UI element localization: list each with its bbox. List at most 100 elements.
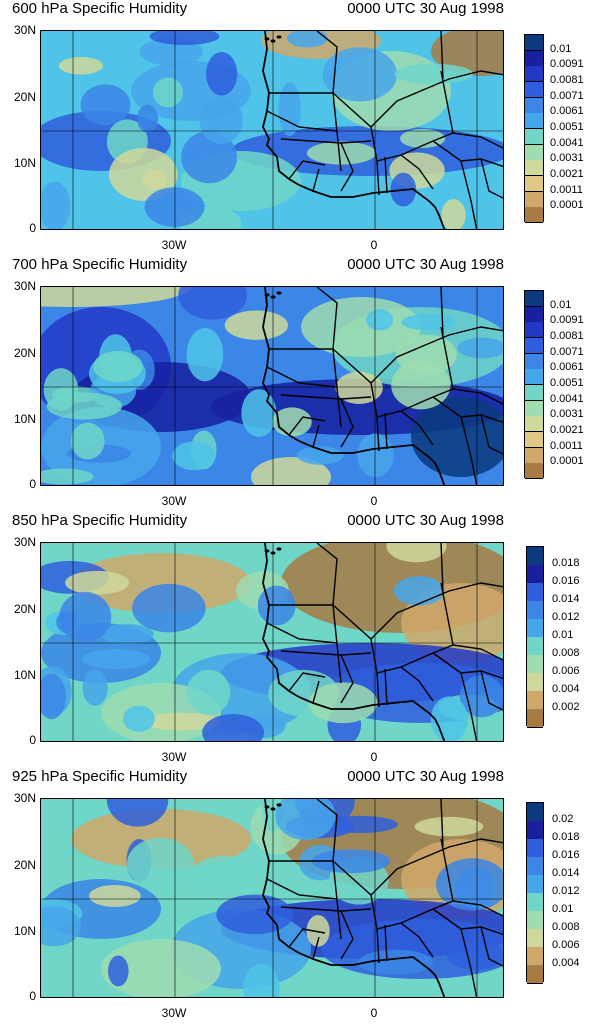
country-border bbox=[440, 31, 444, 80]
country-border bbox=[332, 326, 503, 384]
country-border bbox=[432, 908, 503, 936]
country-border bbox=[332, 92, 342, 172]
colorbar-swatch bbox=[525, 160, 543, 177]
y-tick-label: 30N bbox=[13, 791, 36, 805]
panel-title: 850 hPa Specific Humidity bbox=[12, 512, 188, 529]
country-border bbox=[384, 412, 388, 450]
coastline bbox=[262, 31, 446, 229]
colorbar-swatch bbox=[527, 619, 543, 638]
map-panel: 600 hPa Specific Humidity 0000 UTC 30 Aug… bbox=[0, 0, 600, 260]
y-tick-label: 20N bbox=[13, 89, 36, 104]
colorbar-label: 0.0001 bbox=[550, 455, 584, 468]
country-border bbox=[480, 670, 503, 711]
colorbar-swatch bbox=[527, 857, 543, 876]
colorbar-label: 0.0011 bbox=[550, 183, 583, 196]
colorbar-label: 0.02 bbox=[552, 813, 574, 825]
country-border bbox=[460, 928, 478, 997]
humidity-map bbox=[40, 542, 504, 742]
country-border bbox=[269, 31, 338, 94]
humidity-map bbox=[40, 798, 504, 998]
country-border bbox=[312, 936, 320, 960]
colorbar-swatch bbox=[527, 583, 543, 602]
colorbar-swatch bbox=[525, 207, 543, 224]
colorbar-swatch bbox=[525, 338, 543, 355]
country-border bbox=[269, 287, 338, 350]
panel-timestamp: 0000 UTC 30 Aug 1998 bbox=[347, 768, 504, 785]
country-border bbox=[332, 860, 342, 940]
country-border bbox=[400, 666, 434, 702]
country-border bbox=[288, 672, 326, 692]
panel-title: 700 hPa Specific Humidity bbox=[12, 256, 188, 273]
colorbar-label: 0.0061 bbox=[550, 361, 584, 374]
colorbar-label: 0.0051 bbox=[550, 377, 584, 389]
country-border bbox=[432, 140, 503, 168]
country-border bbox=[288, 160, 326, 180]
country-border bbox=[312, 424, 320, 448]
colorbar-label: 0.0051 bbox=[550, 121, 584, 133]
country-border bbox=[384, 156, 388, 194]
colorbar-label: 0.004 bbox=[552, 683, 580, 695]
humidity-map bbox=[40, 286, 504, 486]
colorbar-label: 0.0071 bbox=[550, 89, 584, 102]
colorbar-swatch bbox=[525, 369, 543, 386]
colorbar-swatch bbox=[527, 911, 543, 930]
x-tick-label: 30W bbox=[161, 750, 187, 764]
country-border bbox=[400, 154, 434, 190]
colorbar-swatch bbox=[525, 35, 543, 52]
country-border bbox=[384, 668, 388, 706]
colorbar-label: 0.0091 bbox=[550, 58, 584, 71]
colorbar-swatch bbox=[527, 673, 543, 692]
country-border bbox=[460, 416, 478, 485]
humidity-map bbox=[40, 30, 504, 230]
y-tick-label: 0 bbox=[29, 733, 36, 747]
y-tick-label: 10N bbox=[13, 668, 36, 683]
y-tick-label: 0 bbox=[29, 989, 36, 1003]
country-border bbox=[340, 398, 354, 448]
country-border bbox=[266, 622, 338, 644]
colorbar-label: 0.016 bbox=[552, 575, 580, 587]
x-tick-label: 30W bbox=[161, 238, 187, 252]
colorbar-swatch bbox=[527, 839, 543, 858]
colorbar-label: 0.012 bbox=[552, 611, 580, 623]
colorbar-swatch bbox=[527, 965, 543, 984]
colorbar-label: 0.0041 bbox=[550, 136, 584, 149]
y-tick-label: 0 bbox=[29, 477, 36, 491]
colorbar-swatch bbox=[525, 385, 543, 402]
colorbar-swatch bbox=[525, 66, 543, 83]
colorbar-label: 0.0031 bbox=[550, 408, 584, 421]
colorbar-label: 0.0081 bbox=[550, 330, 584, 342]
contour-field bbox=[41, 543, 503, 741]
country-border bbox=[332, 348, 342, 428]
colorbar-label: 0.0071 bbox=[550, 345, 584, 358]
coastline bbox=[262, 799, 446, 997]
x-tick-label: 30W bbox=[161, 1006, 187, 1020]
y-tick-label: 10N bbox=[13, 412, 36, 427]
colorbar-label: 0.0031 bbox=[550, 152, 584, 165]
colorbar-swatch bbox=[525, 447, 543, 464]
country-border bbox=[400, 922, 434, 958]
country-border bbox=[266, 878, 338, 900]
country-border bbox=[340, 910, 354, 960]
colorbar bbox=[524, 34, 544, 224]
colorbar-label: 0.0021 bbox=[550, 424, 584, 436]
colorbar-label: 0.008 bbox=[552, 921, 580, 933]
country-border bbox=[312, 680, 320, 704]
panel-title: 925 hPa Specific Humidity bbox=[12, 768, 188, 785]
colorbar-swatch bbox=[527, 929, 543, 948]
y-tick-label: 10N bbox=[13, 924, 36, 939]
colorbar-swatch bbox=[525, 416, 543, 433]
colorbar-swatch bbox=[525, 291, 543, 308]
colorbar-swatch bbox=[527, 821, 543, 840]
country-border bbox=[340, 654, 354, 704]
colorbar-label: 0.0021 bbox=[550, 168, 584, 180]
colorbar-label: 0.0091 bbox=[550, 314, 584, 327]
country-border bbox=[266, 110, 338, 132]
y-tick-label: 20N bbox=[13, 345, 36, 360]
contour-field bbox=[41, 287, 503, 485]
colorbar-swatch bbox=[527, 893, 543, 912]
colorbar-swatch bbox=[525, 322, 543, 339]
colorbar-swatch bbox=[527, 565, 543, 584]
y-tick-label: 30N bbox=[13, 535, 36, 549]
country-border bbox=[288, 928, 326, 948]
colorbar-label: 0.0001 bbox=[550, 199, 584, 212]
